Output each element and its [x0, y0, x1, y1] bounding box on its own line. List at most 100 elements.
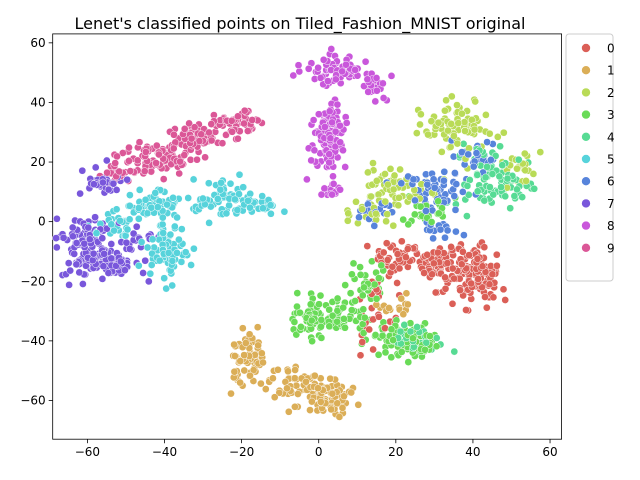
point-class-7 — [102, 156, 111, 165]
x-tick-label: −40 — [152, 445, 177, 459]
point-class-5 — [134, 214, 143, 223]
point-class-4 — [498, 161, 507, 170]
point-class-5 — [189, 175, 198, 184]
point-class-9 — [170, 130, 178, 139]
point-class-6 — [472, 149, 481, 157]
point-class-9 — [205, 128, 213, 137]
point-class-5 — [267, 209, 275, 218]
x-tick-label: 20 — [388, 445, 403, 459]
point-class-9 — [113, 152, 121, 161]
point-class-8 — [317, 190, 326, 199]
point-class-4 — [450, 347, 459, 356]
point-class-0 — [489, 293, 498, 302]
legend-marker-7 — [581, 198, 591, 209]
point-class-8 — [364, 88, 373, 96]
point-class-5 — [116, 216, 124, 225]
point-class-2 — [367, 192, 375, 201]
point-class-3 — [325, 322, 334, 331]
point-class-5 — [159, 229, 168, 237]
point-class-1 — [269, 374, 277, 383]
point-class-9 — [175, 169, 184, 178]
point-class-0 — [403, 245, 412, 253]
point-class-1 — [302, 377, 310, 386]
point-class-7 — [89, 249, 98, 258]
point-class-2 — [453, 139, 462, 148]
point-class-1 — [314, 384, 322, 393]
point-class-7 — [132, 222, 141, 231]
point-class-0 — [443, 259, 452, 267]
point-class-6 — [409, 175, 418, 184]
point-class-8 — [310, 146, 319, 155]
point-class-7 — [66, 266, 75, 275]
point-class-8 — [316, 74, 325, 82]
point-class-9 — [103, 168, 111, 177]
point-class-9 — [111, 159, 120, 167]
point-class-5 — [169, 193, 177, 202]
point-class-6 — [451, 169, 459, 177]
point-class-3 — [333, 317, 341, 326]
legend-label-1: 1 — [607, 64, 615, 78]
point-class-4 — [463, 212, 471, 220]
point-class-1 — [231, 352, 239, 360]
point-class-1 — [270, 393, 279, 402]
point-class-7 — [80, 239, 89, 248]
point-class-4 — [496, 142, 504, 151]
point-class-5 — [153, 203, 162, 211]
y-tick-label: 40 — [30, 95, 45, 109]
x-tick-label: −60 — [75, 445, 100, 459]
point-class-8 — [338, 67, 346, 76]
point-class-9 — [169, 144, 178, 153]
point-class-7 — [59, 233, 68, 242]
point-class-5 — [173, 249, 181, 257]
point-class-5 — [163, 200, 171, 209]
point-class-2 — [395, 193, 403, 202]
point-class-9 — [187, 134, 196, 143]
point-class-3 — [427, 218, 436, 226]
point-class-4 — [473, 171, 482, 179]
point-class-0 — [467, 279, 476, 288]
legend-marker-5 — [581, 154, 591, 164]
point-class-4 — [514, 155, 523, 164]
point-class-3 — [348, 270, 356, 279]
point-class-5 — [147, 261, 156, 269]
point-class-1 — [335, 413, 344, 421]
point-class-1 — [230, 367, 239, 376]
point-class-2 — [369, 159, 377, 167]
point-class-7 — [90, 180, 98, 189]
point-class-2 — [389, 185, 398, 194]
point-class-1 — [327, 405, 336, 414]
point-class-0 — [478, 262, 487, 271]
point-class-7 — [68, 223, 77, 232]
point-class-9 — [159, 175, 168, 183]
point-class-3 — [328, 311, 337, 320]
point-class-3 — [358, 291, 367, 300]
point-class-1 — [385, 304, 393, 312]
point-class-0 — [433, 248, 442, 257]
point-class-2 — [412, 129, 421, 137]
point-class-9 — [190, 123, 199, 132]
point-class-7 — [107, 254, 116, 263]
point-class-1 — [328, 389, 337, 398]
point-class-3 — [360, 283, 368, 292]
point-class-5 — [148, 235, 157, 244]
point-class-2 — [386, 165, 395, 173]
point-class-4 — [486, 183, 494, 191]
point-class-3 — [387, 325, 396, 334]
point-class-4 — [510, 192, 519, 200]
point-class-2 — [394, 201, 403, 210]
point-class-9 — [155, 150, 163, 159]
point-class-7 — [79, 280, 87, 288]
point-class-0 — [431, 288, 440, 297]
point-class-1 — [338, 404, 347, 412]
point-class-0 — [482, 303, 491, 312]
point-class-5 — [125, 201, 134, 210]
point-class-4 — [422, 338, 431, 347]
point-class-1 — [399, 310, 408, 319]
point-class-8 — [351, 66, 359, 74]
point-class-0 — [383, 256, 392, 264]
legend-label-7: 7 — [607, 197, 615, 211]
point-class-0 — [450, 274, 458, 283]
point-class-5 — [168, 281, 177, 290]
point-class-2 — [444, 126, 452, 135]
point-class-0 — [423, 250, 432, 259]
